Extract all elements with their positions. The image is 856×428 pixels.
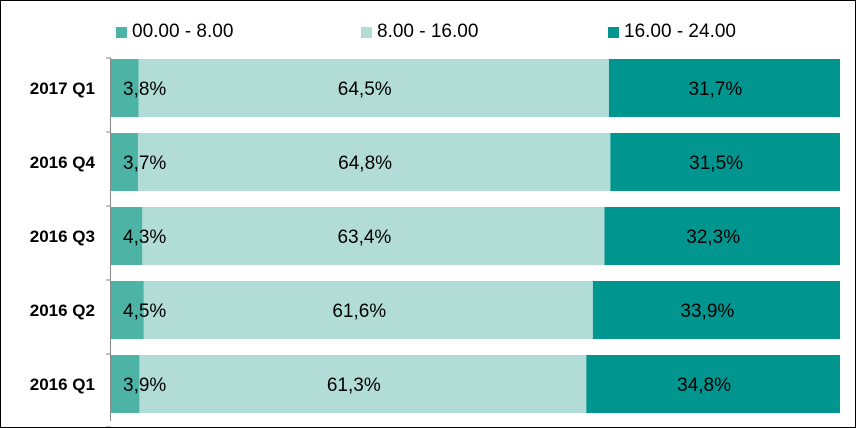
legend-swatch-00-08	[116, 26, 127, 38]
data-label: 4,5%	[123, 301, 166, 322]
category-label: 2016 Q3	[30, 227, 95, 246]
data-label: 3,7%	[123, 153, 166, 174]
legend-item-00-08: 00.00 - 8.00	[116, 19, 233, 45]
bar-segment	[610, 133, 840, 191]
bar-segment	[608, 59, 840, 117]
legend-swatch-16-24	[608, 26, 619, 38]
legend-item-08-16: 8.00 - 16.00	[361, 19, 478, 45]
bar-segment	[604, 207, 840, 265]
data-label: 4,3%	[123, 227, 166, 248]
data-label: 3,9%	[123, 375, 166, 396]
bar-segment	[111, 59, 139, 117]
category-label: 2016 Q2	[30, 301, 95, 320]
legend-label-16-24: 16.00 - 24.00	[624, 21, 736, 42]
bar-segment	[586, 355, 840, 413]
data-label: 64,5%	[338, 79, 392, 100]
bar-segment	[139, 355, 587, 413]
category-label: 2016 Q1	[30, 375, 95, 394]
legend-label-00-08: 00.00 - 8.00	[132, 21, 234, 42]
data-label: 32,3%	[686, 227, 740, 248]
bar-segment	[111, 207, 143, 265]
data-label: 63,4%	[337, 227, 391, 248]
data-label: 64,8%	[338, 153, 392, 174]
data-label: 31,5%	[689, 153, 743, 174]
bar-segment	[592, 281, 840, 339]
category-label: 2016 Q4	[30, 153, 96, 172]
legend-item-16-24: 16.00 - 24.00	[608, 19, 736, 45]
data-label: 61,3%	[327, 375, 381, 396]
bar-segment	[138, 59, 609, 117]
category-label: 2017 Q1	[30, 79, 95, 98]
bar-segment	[137, 133, 611, 191]
bar-segment	[142, 207, 605, 265]
data-label: 34,8%	[677, 375, 731, 396]
legend-label-08-16: 8.00 - 16.00	[377, 21, 479, 42]
bar-segment	[111, 281, 144, 339]
data-label: 33,9%	[680, 301, 734, 322]
data-label: 61,6%	[332, 301, 386, 322]
legend-swatch-08-16	[361, 26, 372, 38]
bar-segment	[143, 281, 593, 339]
bar-segment	[111, 355, 140, 413]
bar-segment	[111, 133, 138, 191]
data-label: 31,7%	[688, 79, 742, 100]
data-label: 3,8%	[123, 79, 166, 100]
